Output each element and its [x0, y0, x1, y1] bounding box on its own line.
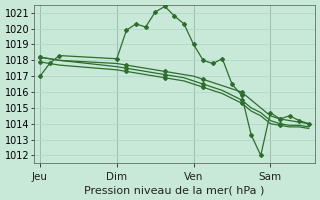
X-axis label: Pression niveau de la mer( hPa ): Pression niveau de la mer( hPa )	[84, 185, 265, 195]
